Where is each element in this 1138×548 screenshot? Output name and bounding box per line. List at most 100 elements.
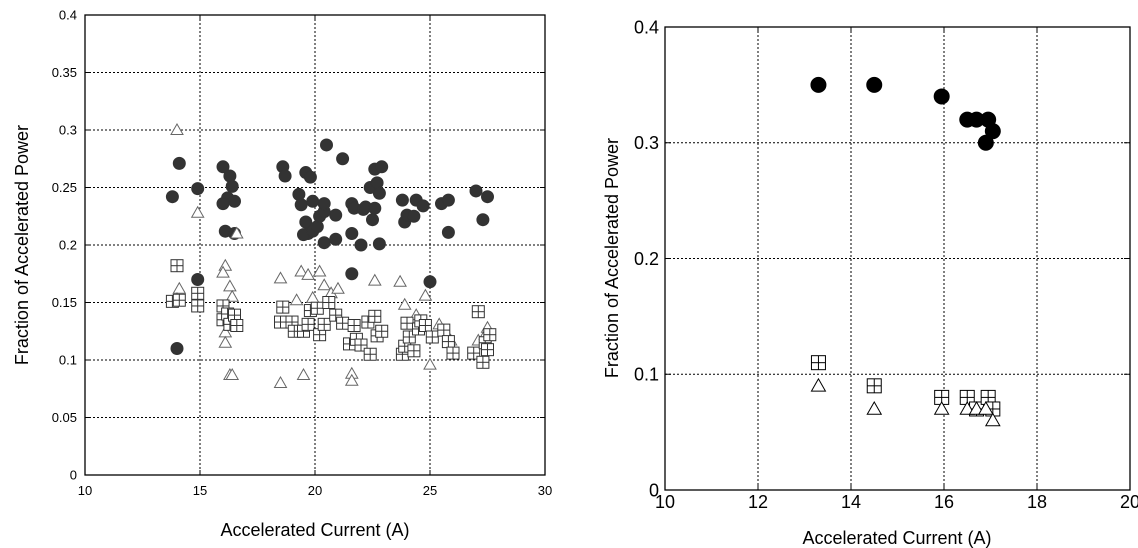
square-plus-point xyxy=(368,309,382,323)
square-plus-point xyxy=(276,300,290,314)
triangle-point xyxy=(977,400,994,415)
triangle-point xyxy=(397,297,412,310)
x-tick-label: 15 xyxy=(193,483,207,498)
circle-point xyxy=(375,160,389,174)
triangle-point xyxy=(301,267,315,280)
plot-frame xyxy=(84,14,546,476)
circle-point xyxy=(977,134,994,151)
square-plus-point xyxy=(230,319,244,332)
x-tick-label: 20 xyxy=(1120,492,1138,512)
y-tick-label: 0.4 xyxy=(59,8,77,23)
triangle-point xyxy=(170,122,184,135)
square-plus-point xyxy=(310,301,324,315)
triangle-point xyxy=(305,290,320,303)
circle-point xyxy=(933,88,950,105)
triangle-point xyxy=(216,265,230,278)
circle-point xyxy=(810,76,827,93)
right-scatter-chart: 10 12 14 16 18 20 0 0.1 0.2 0.3 0.4 Accelerated Cu… xyxy=(602,17,1138,548)
x-tick-label: 12 xyxy=(748,492,768,512)
circle-point xyxy=(372,186,386,200)
circle-point xyxy=(345,227,359,240)
triangle-point xyxy=(172,281,187,294)
triangle-point xyxy=(317,278,332,291)
square-plus-point xyxy=(363,347,377,361)
circle-point xyxy=(368,201,382,215)
square-plus-point xyxy=(476,355,490,369)
circle-point xyxy=(216,160,230,174)
triangle-point xyxy=(294,264,309,277)
triangle-point xyxy=(344,373,359,386)
square-plus-point xyxy=(301,317,315,331)
circle-point xyxy=(366,213,379,227)
y-tick-label: 0.1 xyxy=(59,353,77,368)
square-plus-point xyxy=(191,299,205,313)
x-tick-label: 16 xyxy=(934,492,954,512)
y-axis-label: Fraction of Accelerated Power xyxy=(602,138,622,378)
triangle-point xyxy=(810,377,827,392)
triangle-point xyxy=(312,264,327,277)
y-tick-label: 0.3 xyxy=(634,133,659,153)
circle-point xyxy=(329,232,343,246)
triangle-point xyxy=(289,293,304,306)
square-plus-point xyxy=(400,316,414,330)
circle-point xyxy=(216,197,230,211)
triangle-point xyxy=(229,226,244,239)
square-plus-point xyxy=(170,259,184,273)
x-tick-label: 25 xyxy=(423,483,437,498)
square-plus-point xyxy=(959,389,975,405)
x-tick-label: 10 xyxy=(78,483,92,498)
square-plus-point xyxy=(437,323,451,337)
y-tick-label: 0 xyxy=(70,468,77,483)
square-plus-point xyxy=(866,378,882,394)
circle-point xyxy=(416,199,430,213)
circle-point xyxy=(441,225,455,239)
square-plus-point xyxy=(191,286,205,300)
square-plus-point xyxy=(172,293,186,307)
triangle-point xyxy=(984,412,1001,427)
circle-point xyxy=(866,76,883,93)
circle-point xyxy=(317,197,331,211)
y-tick-label: 0.2 xyxy=(634,249,659,269)
circle-point xyxy=(423,275,437,289)
triangle-point xyxy=(423,357,437,370)
circle-point xyxy=(170,342,184,355)
x-tick-label: 14 xyxy=(841,492,861,512)
square-plus-point xyxy=(441,335,455,349)
square-plus-point xyxy=(418,319,432,332)
x-tick-label: 10 xyxy=(655,492,675,512)
circle-point xyxy=(303,170,317,184)
triangle-point xyxy=(866,400,883,415)
y-tick-label: 0.25 xyxy=(52,180,77,195)
y-tick-label: 0.2 xyxy=(59,238,77,253)
triangle-point xyxy=(331,281,345,294)
triangle-point xyxy=(273,271,288,284)
triangle-point xyxy=(418,288,433,301)
square-plus-point xyxy=(467,346,481,360)
circle-point xyxy=(294,198,308,212)
square-plus-point xyxy=(347,319,361,332)
circle-point xyxy=(329,208,343,222)
y-tick-label: 0.15 xyxy=(52,295,77,310)
triangle-point xyxy=(218,335,233,348)
square-plus-point xyxy=(446,346,460,360)
circle-point xyxy=(306,194,320,208)
x-tick-label: 20 xyxy=(308,483,322,498)
y-tick-label: 0.05 xyxy=(52,410,77,425)
y-axis-label: Fraction of Accelerated Power xyxy=(12,125,32,365)
triangle-point xyxy=(218,258,233,271)
circle-point xyxy=(191,273,205,286)
square-plus-point xyxy=(407,344,421,358)
square-plus-point xyxy=(483,328,497,342)
square-plus-point xyxy=(375,324,389,338)
triangle-point xyxy=(225,367,240,380)
circle-point xyxy=(476,213,490,227)
circle-point xyxy=(228,194,241,208)
circle-point xyxy=(172,156,186,170)
triangle-point xyxy=(933,400,950,415)
circle-point xyxy=(320,138,333,152)
square-plus-point xyxy=(336,316,350,330)
y-tick-label: 0.4 xyxy=(634,17,659,37)
plot-frame xyxy=(664,26,1131,491)
circle-point xyxy=(278,169,292,183)
